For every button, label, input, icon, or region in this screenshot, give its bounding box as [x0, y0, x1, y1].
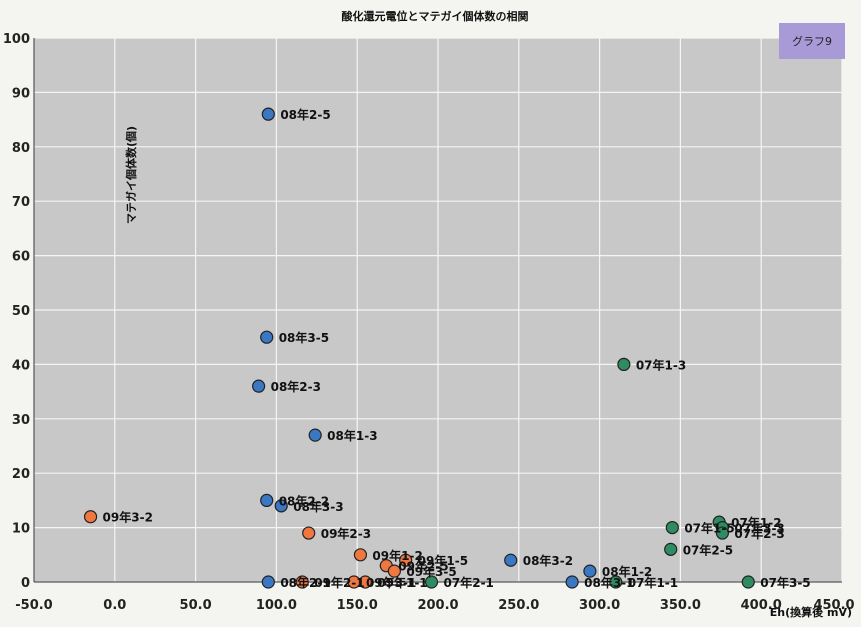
data-point: [261, 107, 275, 121]
y-tick-label: 30: [12, 413, 30, 428]
data-label: 08年3-1: [584, 575, 634, 590]
x-tick-label: 300.0: [579, 598, 620, 613]
data-label: 09年3-5: [406, 564, 456, 579]
data-label: 09年2-3: [321, 526, 371, 541]
x-tick-label: 250.0: [498, 598, 539, 613]
x-tick-label: 100.0: [256, 598, 297, 613]
y-axis-label: マテガイ個体数(個): [124, 126, 138, 224]
data-label: 07年1-1: [628, 575, 678, 590]
x-tick-label: -50.0: [15, 598, 52, 613]
data-label: 08年2-1: [280, 575, 330, 590]
data-label: 07年2-1: [444, 575, 494, 590]
x-tick-label: 0.0: [103, 598, 126, 613]
y-tick-label: 90: [12, 86, 30, 101]
data-label: 08年1-2: [602, 564, 652, 579]
data-point: [358, 575, 372, 589]
data-point: [424, 575, 439, 589]
data-label: 09年1-5: [418, 553, 468, 568]
data-label: 07年3-5: [760, 575, 810, 590]
data-point: [261, 575, 275, 589]
data-label: 07年1-5: [684, 521, 734, 536]
y-tick-label: 100: [3, 32, 30, 47]
data-label: 08年1-3: [327, 428, 377, 443]
data-point: [664, 542, 678, 556]
chart-title: 酸化還元電位とマテガイ個体数の相関: [342, 9, 529, 23]
data-point: [353, 548, 368, 562]
data-point: [504, 553, 518, 567]
graph-badge-label: グラフ9: [792, 34, 832, 48]
y-tick-label: 60: [12, 250, 30, 265]
data-label: 07年1-3: [636, 357, 686, 372]
data-label: 08年2-3: [271, 379, 321, 394]
data-label: 09年3-1: [366, 575, 416, 590]
data-label: 09年1-1: [377, 575, 427, 590]
data-label: 07年2-5: [683, 542, 733, 557]
x-tick-label: 450.0: [813, 598, 854, 613]
data-label: 09年3-2: [103, 510, 153, 525]
data-point: [583, 564, 597, 578]
data-point: [665, 520, 679, 535]
data-point: [308, 428, 322, 442]
data-label: 08年3-2: [523, 553, 573, 568]
x-axis-label: Eh(換算後 mV): [770, 605, 852, 619]
data-point: [83, 510, 98, 524]
data-point: [609, 575, 623, 589]
data-point: [617, 357, 631, 371]
data-label: 09年2-5: [398, 559, 448, 574]
y-tick-label: 50: [12, 304, 30, 319]
y-tick-label: 70: [12, 195, 30, 210]
data-point: [387, 564, 401, 578]
y-tick-label: 80: [12, 141, 30, 156]
data-point: [715, 526, 730, 540]
data-point: [252, 379, 266, 393]
x-tick-label: 150.0: [337, 598, 378, 613]
data-point: [741, 575, 755, 589]
data-point: [274, 499, 288, 513]
data-point: [260, 493, 274, 507]
data-point: [295, 575, 309, 589]
y-tick-label: 40: [12, 358, 30, 373]
data-point: [260, 330, 274, 344]
data-label: 08年3-5: [279, 330, 329, 345]
data-label: 08年2-2: [279, 493, 329, 508]
x-tick-label: 400.0: [741, 598, 782, 613]
data-label: 09年2-1: [314, 575, 364, 590]
y-tick-label: 10: [12, 522, 30, 537]
data-label: 07年3-3: [734, 521, 784, 536]
x-tick-label: 50.0: [180, 598, 212, 613]
data-label: 08年3-3: [293, 499, 343, 514]
data-label: 09年1-2: [372, 548, 422, 563]
data-point: [399, 553, 413, 567]
x-tick-label: 350.0: [660, 598, 701, 613]
data-point: [302, 526, 316, 540]
graph-badge: [779, 23, 845, 59]
y-tick-label: 0: [21, 576, 30, 591]
x-tick-label: 200.0: [417, 598, 458, 613]
data-label: 07年2-3: [734, 526, 784, 541]
data-label: 07年1-2: [731, 515, 781, 530]
data-label: 08年2-5: [280, 107, 330, 122]
data-point: [565, 575, 579, 589]
y-tick-label: 20: [12, 467, 30, 482]
